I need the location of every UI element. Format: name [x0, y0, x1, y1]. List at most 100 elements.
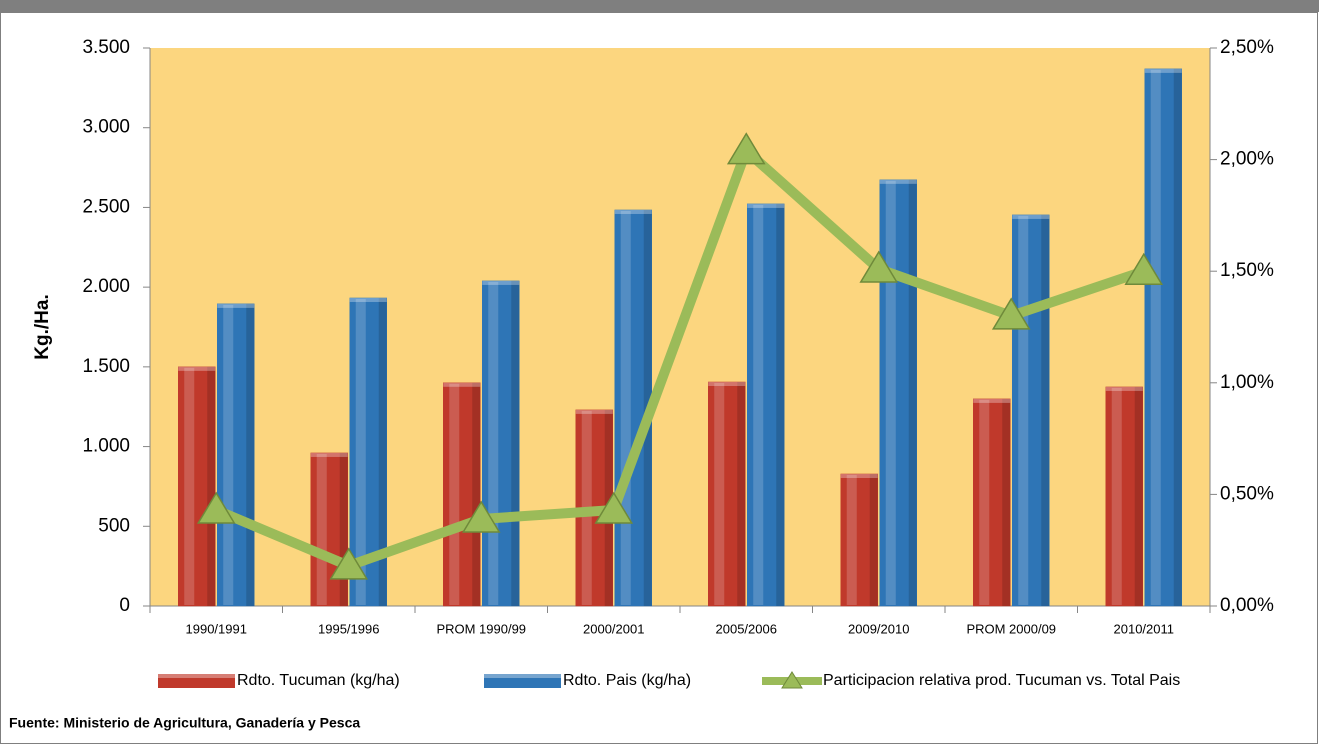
- y2-tick-label: 1,00%: [1220, 372, 1274, 393]
- bar-cap: [349, 297, 387, 302]
- y-tick-label: 3.000: [82, 117, 130, 138]
- legend-label: Participacion relativa prod. Tucuman vs.…: [823, 672, 1180, 689]
- line-marker: [196, 491, 236, 524]
- bar-cap: [614, 209, 652, 214]
- bar: [217, 303, 255, 607]
- line-marker: [594, 491, 634, 524]
- y2-tick-label: 0,00%: [1220, 595, 1274, 616]
- bar-shade: [246, 303, 255, 606]
- line-marker: [726, 132, 766, 165]
- y-tick-label: 1.000: [82, 436, 130, 457]
- bar-highlight: [1111, 387, 1122, 605]
- bar-shade: [776, 203, 785, 606]
- bar-cap: [708, 382, 746, 387]
- line-marker: [1124, 252, 1164, 285]
- y-axis-title: Kg./Ha.: [32, 294, 53, 359]
- bar-cap: [879, 179, 917, 184]
- x-tick-label: 2010/2011: [1114, 621, 1175, 636]
- line-marker: [329, 547, 369, 580]
- legend-label: Rdto. Tucuman (kg/ha): [237, 672, 400, 689]
- bar-shade: [511, 280, 520, 606]
- legend-swatch: [158, 674, 235, 688]
- bar: [178, 366, 216, 607]
- legend-marker: [781, 671, 803, 689]
- bar-shade: [207, 366, 216, 606]
- bar-highlight: [846, 474, 857, 605]
- bar: [1144, 68, 1182, 607]
- legend-swatch-highlight: [158, 674, 235, 678]
- y-tick-label: 2.500: [82, 196, 130, 217]
- bar-highlight: [184, 367, 195, 605]
- bar-highlight: [1018, 215, 1029, 606]
- bar-cap: [310, 452, 348, 457]
- y-tick-label: 500: [98, 515, 130, 536]
- bar-highlight: [355, 298, 366, 605]
- bar-cap: [443, 382, 481, 387]
- source-note: Fuente: Ministerio de Agricultura, Ganad…: [9, 715, 360, 731]
- y2-tick-label: 2,00%: [1220, 149, 1274, 170]
- bar: [310, 452, 348, 607]
- header-bar: [0, 0, 1319, 12]
- bar-highlight: [488, 281, 499, 605]
- bar-shade: [472, 382, 481, 606]
- y-tick-label: 3.500: [82, 37, 130, 58]
- bar-shade: [908, 179, 917, 607]
- bar-cap: [747, 203, 785, 208]
- x-tick-label: 2000/2001: [583, 621, 644, 636]
- legend-swatch: [484, 674, 561, 688]
- bar-cap: [973, 398, 1011, 403]
- bar: [1012, 214, 1050, 607]
- bar: [973, 398, 1011, 607]
- y-tick-label: 0: [119, 595, 130, 616]
- bar: [443, 382, 481, 607]
- bar: [482, 280, 520, 607]
- line-marker: [859, 250, 899, 283]
- legend-label: Rdto. Pais (kg/ha): [563, 672, 691, 689]
- bar-highlight: [449, 383, 460, 605]
- bar-cap: [217, 303, 255, 308]
- bar-highlight: [753, 204, 764, 605]
- bar: [747, 203, 785, 607]
- x-tick-label: PROM 1990/99: [436, 621, 526, 636]
- bar-highlight: [979, 399, 990, 605]
- bar-cap: [1012, 214, 1050, 219]
- bar: [840, 473, 878, 607]
- bar: [1105, 386, 1143, 607]
- y-tick-label: 1.500: [82, 356, 130, 377]
- line-marker: [461, 500, 501, 533]
- bar-highlight: [885, 180, 896, 606]
- bar: [879, 179, 917, 607]
- bar-shade: [869, 473, 878, 606]
- bar-shade: [737, 382, 746, 606]
- x-tick-label: 2009/2010: [848, 621, 909, 636]
- bar-highlight: [223, 304, 234, 605]
- x-tick-label: 1990/1991: [186, 621, 247, 636]
- bar-shade: [1002, 398, 1011, 606]
- bar-shade: [378, 297, 387, 606]
- bar-shade: [1041, 214, 1050, 607]
- bar-cap: [1144, 68, 1182, 73]
- bar-shade: [1134, 386, 1143, 606]
- x-tick-label: 2005/2006: [716, 621, 777, 636]
- y2-tick-label: 0,50%: [1220, 483, 1274, 504]
- bar-cap: [575, 409, 613, 414]
- y2-tick-label: 2,50%: [1220, 37, 1274, 58]
- bar-highlight: [620, 210, 631, 605]
- line: [214, 145, 1146, 571]
- legend-swatch-highlight: [484, 674, 561, 678]
- bar-shade: [339, 452, 348, 606]
- bar: [614, 209, 652, 607]
- bar-highlight: [1150, 69, 1161, 606]
- bar-cap: [482, 280, 520, 285]
- bar: [708, 381, 746, 607]
- bar-cap: [1105, 386, 1143, 391]
- y2-tick-label: 1,50%: [1220, 260, 1274, 281]
- x-tick-label: PROM 2000/09: [966, 621, 1056, 636]
- bar-highlight: [316, 453, 327, 605]
- line-marker: [991, 297, 1031, 330]
- bar-shade: [1173, 68, 1182, 607]
- x-tick-label: 1995/1996: [318, 621, 379, 636]
- bar-cap: [178, 366, 216, 371]
- bar-cap: [840, 473, 878, 478]
